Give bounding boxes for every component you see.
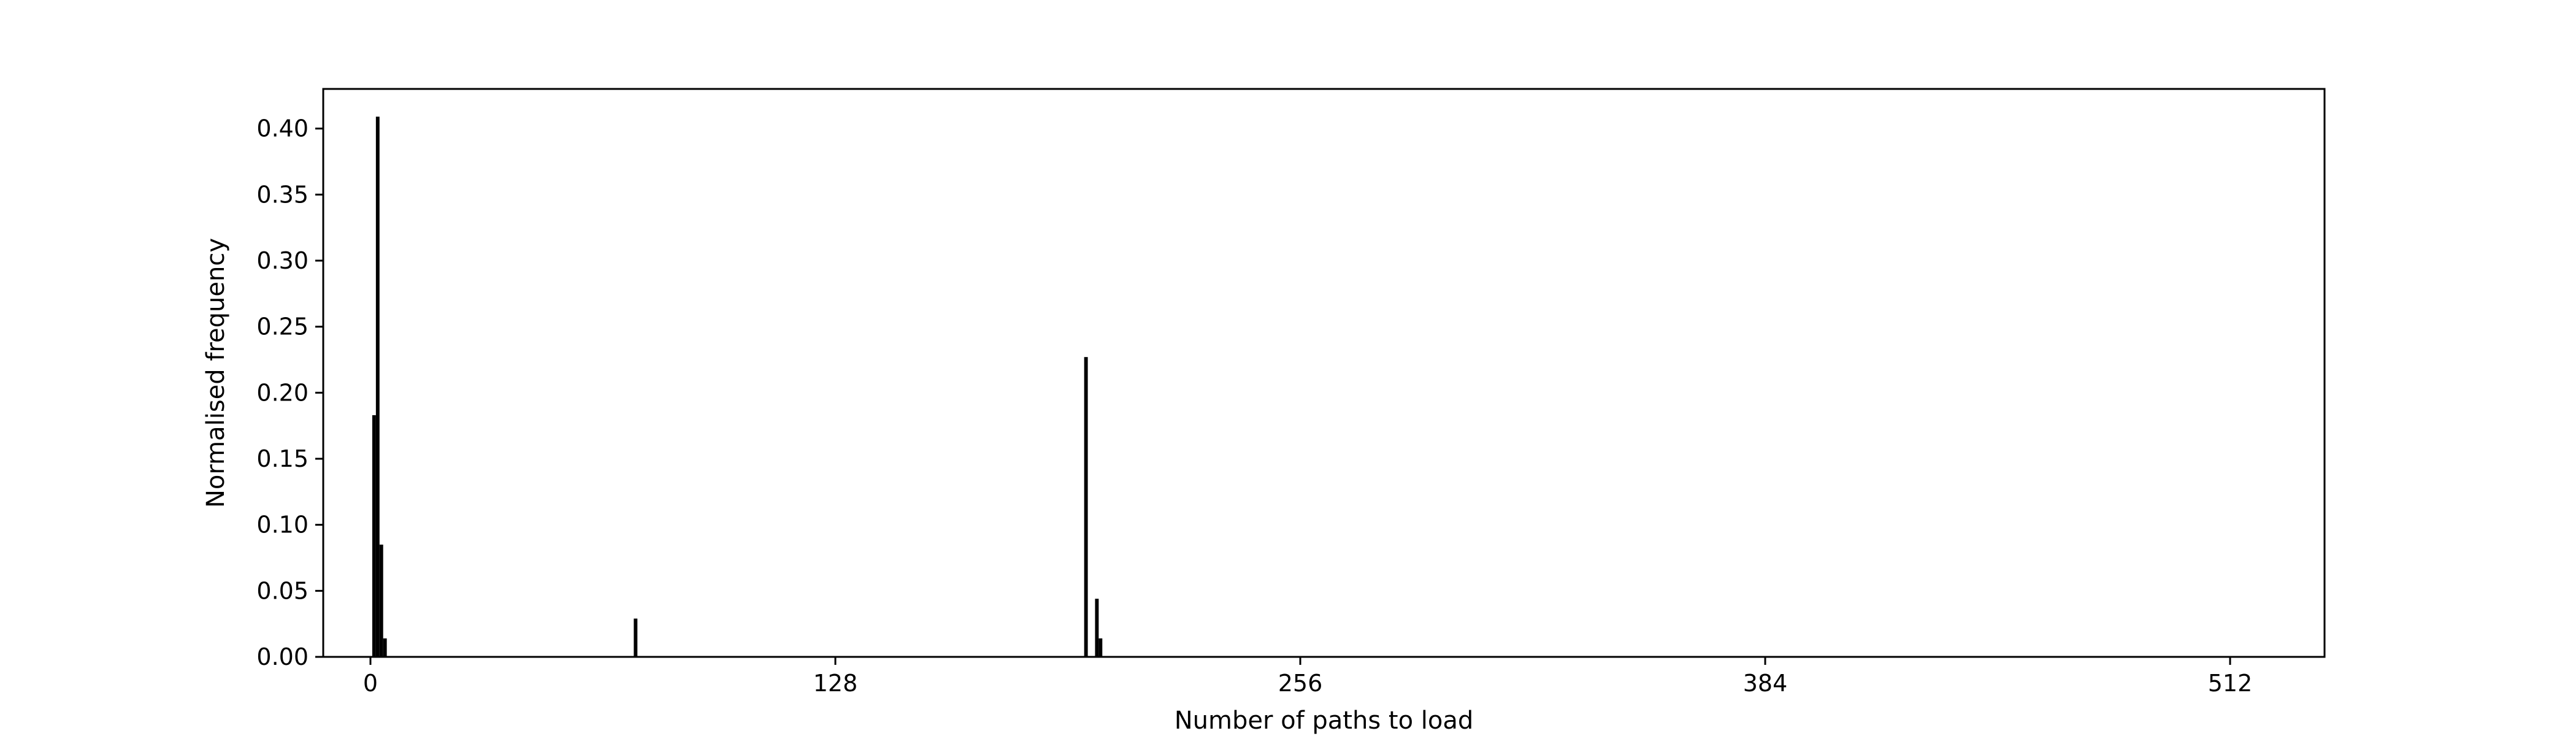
x-tick-label: 0 [363,670,378,697]
y-tick-label: 0.10 [256,512,309,539]
y-tick-label: 0.15 [256,445,309,472]
x-tick-label: 384 [1743,670,1788,697]
bar [1095,599,1099,657]
bar [634,618,638,657]
plot-frame [322,88,2326,658]
x-axis-label: Number of paths to load [1175,707,1474,735]
bar [383,638,387,657]
bar [1084,357,1088,657]
y-tick-label: 0.00 [256,643,309,670]
y-tick-label: 0.40 [256,115,309,142]
bar [1098,638,1103,657]
bars-group [372,117,1103,657]
y-tick-label: 0.35 [256,181,309,208]
bar [375,117,380,657]
x-axis-ticks: 0 128 256 384 512 [363,657,2252,697]
x-tick-label: 128 [813,670,858,697]
bar [379,544,383,657]
y-tick-label: 0.20 [256,379,309,406]
y-axis-ticks: 0.00 0.05 0.10 0.15 0.20 0.25 0.30 0.35 0.40 [256,115,323,670]
y-tick-label: 0.30 [256,247,309,274]
x-tick-label: 256 [1278,670,1323,697]
y-tick-label: 0.05 [256,577,309,604]
y-axis-label: Normalised frequency [202,238,230,508]
bar [372,415,376,657]
x-tick-label: 512 [2208,670,2253,697]
y-tick-label: 0.25 [256,313,309,340]
